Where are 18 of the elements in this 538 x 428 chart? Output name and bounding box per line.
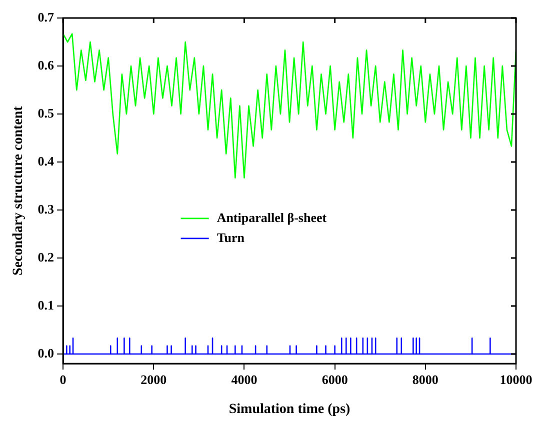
x-tick-label: 10000	[500, 372, 532, 387]
legend-label: Antiparallel β-sheet	[216, 210, 328, 225]
y-tick-label: 0.5	[38, 105, 55, 120]
y-tick-label: 0.3	[38, 201, 55, 216]
x-tick-label: 4000	[231, 372, 258, 387]
legend-label: Turn	[216, 230, 246, 245]
x-tick-label: 0	[60, 372, 66, 387]
y-tick-label: 0.2	[38, 249, 54, 264]
y-tick-label: 0.7	[38, 9, 55, 24]
x-tick-label: 8000	[412, 372, 438, 387]
y-axis-title: Secondary structure content	[11, 106, 26, 276]
y-tick-label: 0.4	[38, 153, 55, 168]
x-axis-title: Simulation time (ps)	[228, 402, 351, 418]
y-tick-label: 0.6	[38, 57, 55, 72]
y-tick-label: 0.1	[38, 297, 54, 312]
y-tick-label: 0.0	[38, 345, 54, 360]
x-tick-label: 6000	[322, 372, 348, 387]
x-tick-label: 2000	[140, 372, 167, 387]
